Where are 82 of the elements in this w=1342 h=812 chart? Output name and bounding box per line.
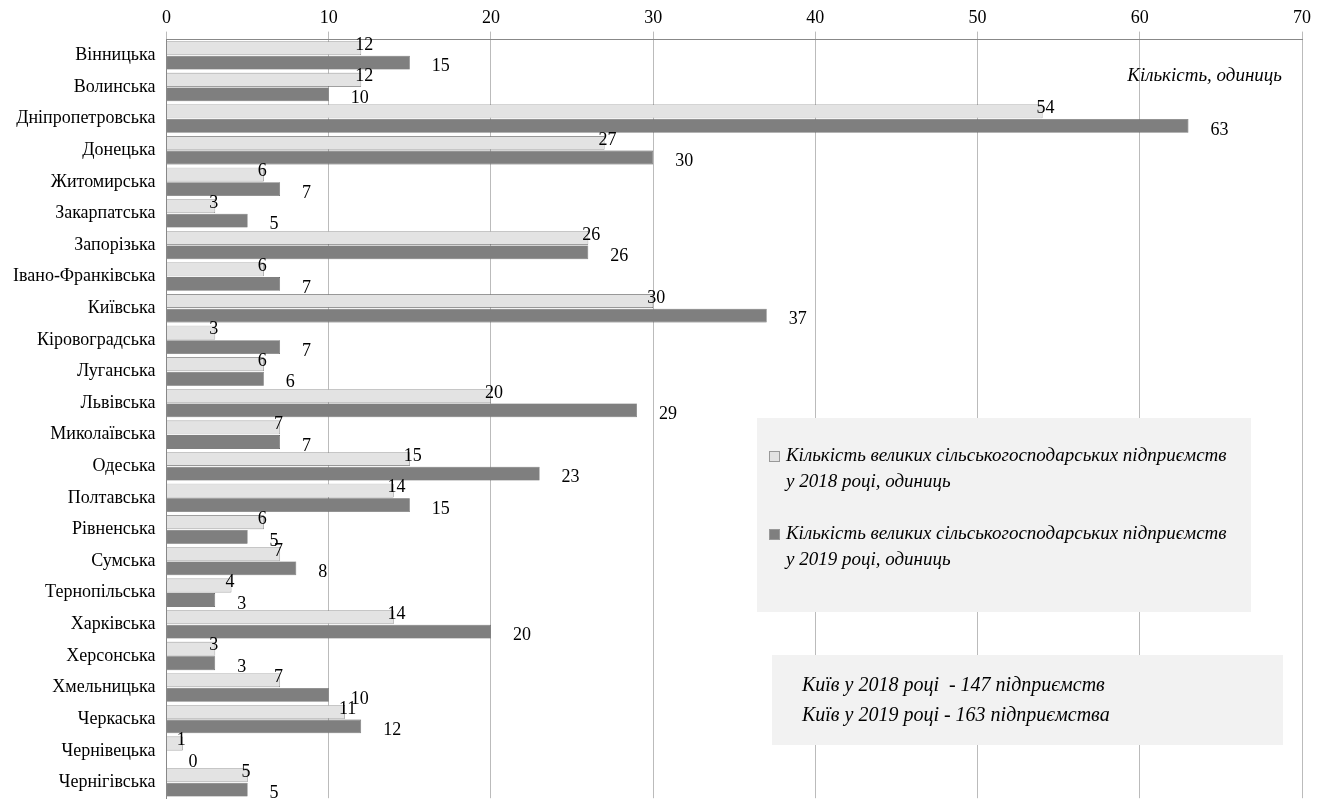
- y-tick-label: Полтавська: [67, 486, 156, 507]
- data-label: 27: [598, 128, 617, 149]
- y-tick-label: Луганська: [77, 360, 156, 381]
- x-tick-label: 70: [1293, 6, 1311, 27]
- data-label: 7: [302, 181, 312, 202]
- y-tick-label: Запорізька: [74, 233, 156, 254]
- data-label: 26: [610, 245, 629, 266]
- x-tick-label: 60: [1130, 6, 1149, 27]
- y-tick-label: Рівненська: [72, 518, 156, 539]
- data-label: 3: [209, 191, 219, 212]
- data-label: 37: [788, 308, 807, 329]
- data-label: 6: [257, 255, 267, 276]
- y-tick-label: Миколаївська: [50, 423, 156, 444]
- data-label: 7: [274, 413, 284, 434]
- legend-label: Кількість великих сільськогосподарських підприємств у 2019 році, одиниць: [786, 521, 1228, 571]
- data-label: 6: [285, 371, 295, 392]
- data-label: 14: [387, 476, 406, 497]
- y-tick-label: Кіровоградська: [36, 328, 156, 349]
- y-tick-label: Вінницька: [75, 44, 156, 65]
- annotation: Кількість, одиниць: [1127, 64, 1282, 86]
- data-label: 10: [350, 87, 369, 108]
- data-label: 26: [582, 223, 601, 244]
- data-label: 12: [355, 65, 374, 86]
- data-label: 63: [1210, 118, 1229, 139]
- x-tick-label: 30: [644, 6, 663, 27]
- data-label: 6: [257, 349, 267, 370]
- legend-label: Кількість великих сільськогосподарських підприємств у 2018 році, одиниць: [786, 443, 1228, 493]
- x-tick-label: 50: [968, 6, 987, 27]
- y-tick-label: Одеська: [92, 455, 156, 476]
- data-label: 3: [237, 655, 247, 676]
- data-label: 12: [355, 33, 374, 54]
- y-tick-label: Донецька: [82, 138, 156, 159]
- y-tick-label: Тернопільська: [45, 581, 156, 602]
- data-label: 6: [257, 507, 267, 528]
- data-label: 23: [561, 466, 580, 487]
- x-tick-label: 20: [481, 6, 500, 27]
- y-tick-label: Чернігівська: [58, 771, 156, 792]
- data-label: 7: [302, 276, 312, 297]
- data-label: 54: [1036, 97, 1055, 118]
- data-label: 4: [225, 571, 235, 592]
- data-label: 0: [188, 750, 198, 771]
- y-tick-label: Хмельницька: [52, 676, 156, 697]
- y-tick-label: Чернівецька: [61, 739, 156, 760]
- data-label: 5: [269, 782, 279, 803]
- note-panel: Київ у 2018 році - 147 підприємств Київ у 2019 році - 163 підприємства: [772, 655, 1283, 745]
- data-label: 5: [269, 213, 279, 234]
- x-tick-label: 0: [162, 6, 172, 27]
- data-label: 15: [431, 55, 450, 76]
- y-tick-label: Дніпропетровська: [16, 107, 156, 128]
- data-label: 1: [176, 729, 186, 750]
- data-label: 29: [658, 403, 677, 424]
- data-label: 20: [484, 381, 503, 402]
- data-label: 20: [512, 624, 531, 645]
- data-label: 12: [383, 719, 402, 740]
- data-label: 30: [647, 286, 666, 307]
- data-label: 3: [209, 318, 219, 339]
- data-label: 7: [274, 666, 284, 687]
- data-label: 7: [302, 339, 312, 360]
- data-label: 15: [431, 497, 450, 518]
- annotation: Київ у 2018 році - 147 підприємств: [802, 672, 1106, 698]
- data-label: 5: [241, 760, 251, 781]
- y-tick-label: Черкаська: [77, 707, 156, 728]
- x-tick-label: 10: [319, 6, 338, 27]
- y-tick-label: Житомирська: [50, 170, 156, 191]
- data-label: 15: [403, 444, 422, 465]
- data-label: 6: [257, 160, 267, 181]
- y-tick-label: Сумська: [91, 549, 156, 570]
- data-label: 30: [675, 150, 694, 171]
- x-tick-label: 40: [806, 6, 825, 27]
- data-label: 3: [237, 592, 247, 613]
- y-tick-label: Херсонська: [66, 644, 156, 665]
- data-label: 7: [302, 434, 312, 455]
- y-tick-label: Львівська: [80, 391, 156, 412]
- annotation: Київ у 2019 році - 163 підприємства: [802, 702, 1111, 728]
- data-label: 8: [318, 561, 328, 582]
- y-tick-label: Закарпатська: [55, 202, 156, 223]
- y-tick-label: Волинська: [73, 75, 156, 96]
- data-label: 3: [209, 634, 219, 655]
- y-tick-label: Івано-Франківська: [13, 265, 156, 286]
- y-tick-label: Київська: [87, 297, 156, 318]
- data-label: 14: [387, 602, 406, 623]
- y-tick-label: Харківська: [70, 613, 156, 634]
